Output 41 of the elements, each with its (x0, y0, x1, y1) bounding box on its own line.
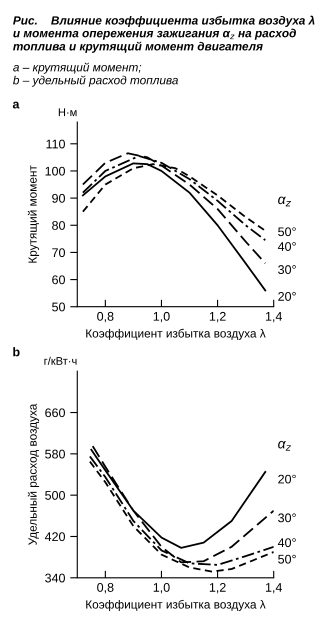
x-tick-label: 1,4 (266, 312, 282, 322)
x-tick-label: 1,0 (154, 582, 170, 594)
text: Н·м (58, 108, 77, 116)
series-label: 20° (278, 474, 296, 484)
y-tick-label: 90 (52, 194, 65, 203)
y-axis-title: Крутящий момент (28, 165, 40, 263)
y-tick-label: 80 (52, 221, 65, 230)
text: b (13, 347, 20, 356)
line-series (82, 152, 266, 264)
x-axis-title: Коэффициент избытка воздуха λ (86, 600, 266, 611)
x-tick-label: 0,8 (97, 582, 114, 594)
y-tick-label: 50 (52, 302, 65, 312)
x-axis-title: Коэффициент избытка воздуха λ (86, 328, 266, 340)
series-label: 50° (278, 554, 296, 564)
text: a (12, 102, 20, 109)
series-label: 20° (278, 292, 296, 301)
x-tick-label: 1,2 (210, 582, 226, 594)
chart-subtitle: a – крутящий момент; b – удельный расход топлива (13, 62, 178, 87)
y-tick-label: 110 (46, 140, 65, 148)
legend-title: α$_{z}$ (278, 196, 291, 206)
y-axis-title: Удельный расход воздуха (28, 404, 40, 546)
y-tick-label: 660 (45, 408, 65, 418)
series-label: 30° (278, 265, 296, 274)
x-tick-label: 0,8 (97, 312, 114, 322)
series-label: 40° (278, 242, 296, 251)
x-tick-label: 1,2 (210, 312, 226, 322)
y-tick-label: 340 (45, 574, 65, 582)
chart-title: Рис. Влияние коэффициента избытка воздуха λ и момента опережения зажигания α$_{z}$ на расход топлива и крутящий момент двигателя (13, 16, 314, 53)
series-label: 30° (278, 513, 296, 522)
series-label: 40° (278, 538, 296, 548)
y-tick-label: 60 (52, 275, 65, 284)
y-tick-label: 580 (45, 450, 65, 458)
y-tick-label: 100 (46, 166, 65, 176)
x-tick-label: 1,0 (154, 312, 170, 322)
y-tick-label: 420 (44, 532, 65, 542)
series-label: 50° (278, 227, 296, 236)
y-tick-label: 70 (52, 248, 65, 258)
x-tick-label: 1,4 (266, 583, 282, 594)
legend-title: α$_{z}$ (278, 440, 291, 451)
y-tick-label: 500 (45, 490, 65, 500)
text: г/кВт·ч (44, 356, 77, 365)
